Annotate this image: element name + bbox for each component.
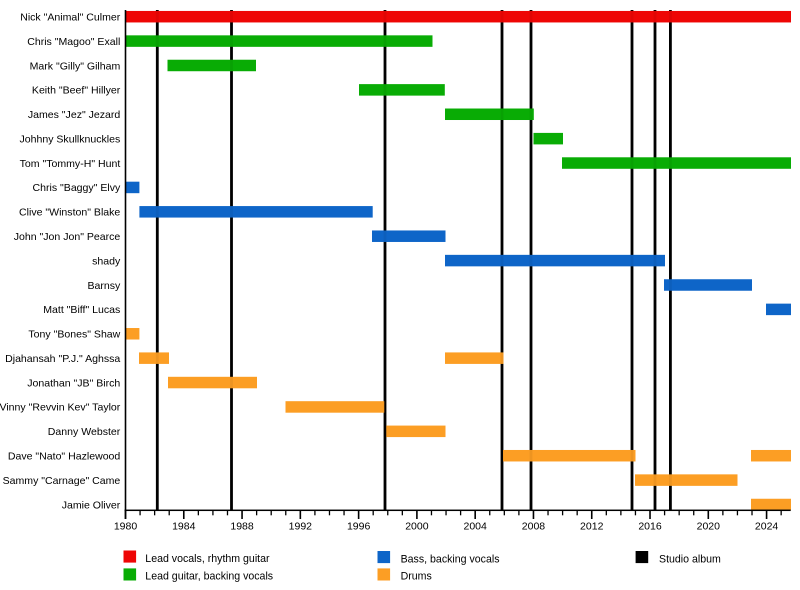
- svg-text:John "Jon Jon" Pearce: John "Jon Jon" Pearce: [14, 231, 121, 243]
- svg-text:James "Jez" Jezard: James "Jez" Jezard: [28, 109, 121, 121]
- svg-text:1988: 1988: [230, 521, 254, 533]
- svg-text:1996: 1996: [347, 521, 371, 533]
- svg-text:2000: 2000: [405, 521, 429, 533]
- svg-text:Tony "Bones" Shaw: Tony "Bones" Shaw: [28, 329, 120, 341]
- svg-text:Tom "Tommy-H" Hunt: Tom "Tommy-H" Hunt: [20, 158, 121, 170]
- svg-text:Jamie Oliver: Jamie Oliver: [62, 499, 121, 511]
- svg-text:2012: 2012: [580, 521, 604, 533]
- svg-text:1980: 1980: [114, 521, 138, 533]
- svg-text:shady: shady: [92, 255, 121, 267]
- svg-text:Danny Webster: Danny Webster: [48, 426, 121, 438]
- svg-text:Mark "Gilly" Gilham: Mark "Gilly" Gilham: [30, 60, 121, 72]
- svg-text:2024: 2024: [755, 521, 779, 533]
- svg-text:1992: 1992: [289, 521, 313, 533]
- svg-text:Vinny "Revvin Kev" Taylor: Vinny "Revvin Kev" Taylor: [0, 402, 121, 414]
- svg-text:Matt "Biff" Lucas: Matt "Biff" Lucas: [43, 304, 120, 316]
- svg-text:Chris "Magoo" Exall: Chris "Magoo" Exall: [27, 36, 120, 48]
- svg-text:Barnsy: Barnsy: [87, 280, 121, 292]
- svg-text:Clive "Winston" Blake: Clive "Winston" Blake: [19, 207, 120, 219]
- svg-text:Keith "Beef" Hillyer: Keith "Beef" Hillyer: [32, 85, 121, 97]
- svg-text:Johhny Skullknuckles: Johhny Skullknuckles: [19, 133, 120, 145]
- svg-text:2016: 2016: [638, 521, 662, 533]
- svg-text:Drums: Drums: [401, 571, 432, 583]
- svg-text:Lead guitar, backing vocals: Lead guitar, backing vocals: [145, 571, 273, 583]
- svg-text:Studio album: Studio album: [659, 553, 721, 565]
- svg-text:2020: 2020: [697, 521, 721, 533]
- svg-text:Jonathan "JB" Birch: Jonathan "JB" Birch: [27, 377, 120, 389]
- svg-text:Lead vocals, rhythm guitar: Lead vocals, rhythm guitar: [145, 553, 270, 565]
- svg-text:1984: 1984: [172, 521, 196, 533]
- svg-text:Chris "Baggy" Elvy: Chris "Baggy" Elvy: [33, 182, 122, 194]
- svg-text:Dave "Nato" Hazlewood: Dave "Nato" Hazlewood: [8, 451, 121, 463]
- svg-text:Bass, backing vocals: Bass, backing vocals: [401, 553, 500, 565]
- svg-text:Djahansah "P.J." Aghssa: Djahansah "P.J." Aghssa: [5, 353, 120, 365]
- svg-text:2008: 2008: [522, 521, 546, 533]
- svg-text:Sammy "Carnage" Came: Sammy "Carnage" Came: [3, 475, 121, 487]
- svg-text:Nick "Animal" Culmer: Nick "Animal" Culmer: [20, 12, 121, 24]
- svg-text:2004: 2004: [464, 521, 488, 533]
